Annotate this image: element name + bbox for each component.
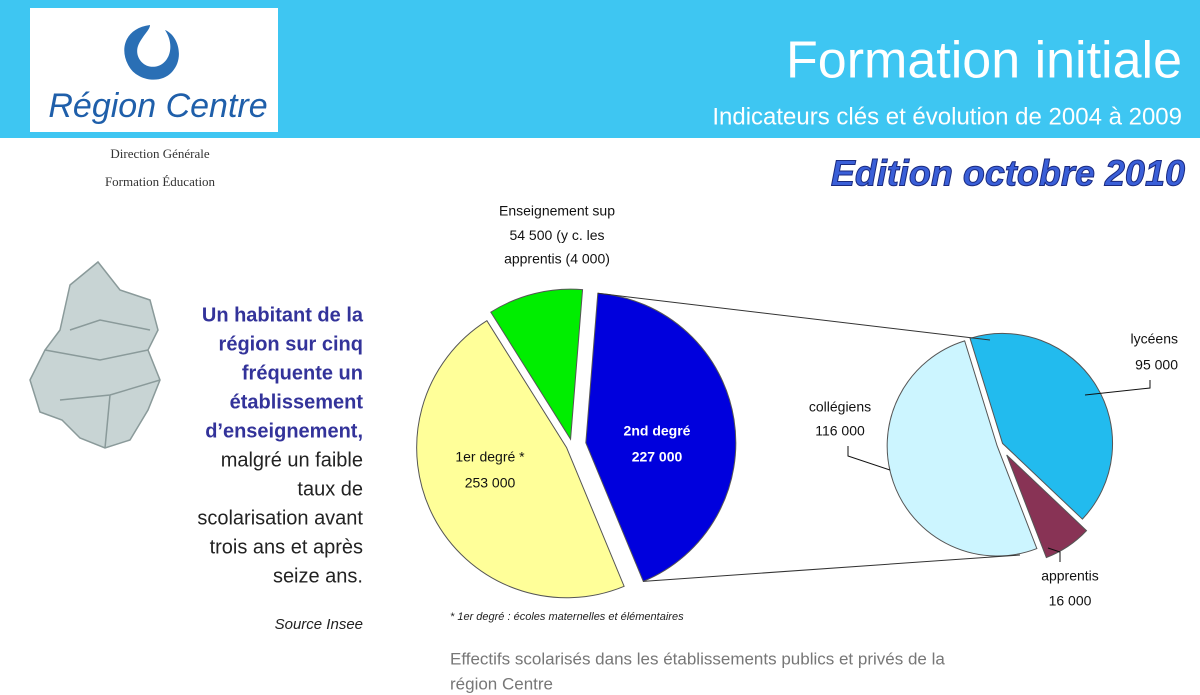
chart: 1er degré * 253 000 2nd degré 227 000 Enseig… (416, 203, 1178, 693)
pie-slice (1006, 454, 1088, 559)
intro-text: Un habitant de la région sur cinq fréquent… (197, 304, 364, 633)
intro-line: fréquente un (242, 362, 363, 384)
data-label: 1er degré * (455, 449, 525, 465)
intro-line: Un habitant de la (202, 304, 364, 326)
pie-slice (969, 332, 1114, 520)
map-borders (44, 319, 161, 449)
data-label: 54 500 (y c. les (509, 227, 604, 243)
data-label: Enseignement sup (499, 203, 615, 219)
intro-line: scolarisation avant (197, 507, 363, 529)
data-label: lycéens (1131, 331, 1178, 347)
data-label: apprentis (1041, 568, 1099, 584)
logo-text: Région Centre (48, 87, 267, 125)
data-label: 116 000 (815, 423, 865, 439)
pie-slice (490, 288, 584, 441)
subtitle: Indicateurs clés et évolution de 2004 à … (712, 103, 1182, 130)
leader (847, 446, 891, 471)
department: Formation Éducation (105, 174, 216, 189)
data-label: 253 000 (465, 475, 516, 491)
department: Direction Générale (110, 146, 209, 161)
value-label: 54 500 (509, 227, 552, 243)
sup-note: (y c. les (556, 227, 604, 243)
leader (1047, 547, 1061, 562)
data-label: apprentis (4 000) (504, 251, 610, 267)
intro-line: trois ans et après (210, 536, 363, 558)
pie-slice (886, 340, 1038, 557)
caption: Effectifs scolarisés dans les établissem… (450, 649, 945, 668)
data-label: 227 000 (632, 449, 683, 465)
data-label: 2nd degré (624, 423, 691, 439)
data-label: 16 000 (1049, 593, 1092, 609)
intro-line: région sur cinq (219, 333, 363, 355)
intro-line: seize ans. (273, 565, 363, 587)
region-map (29, 260, 161, 449)
footnote: * 1er degré : écoles maternelles et élém… (450, 611, 684, 623)
intro-line: d’enseignement, (205, 420, 363, 442)
intro-line: établissement (230, 391, 364, 413)
connector (597, 292, 991, 341)
data-label: 95 000 (1135, 357, 1178, 373)
source: Source Insee (275, 616, 363, 633)
data-label: collégiens (809, 399, 871, 415)
caption: région Centre (450, 674, 553, 693)
pie-slice (585, 292, 737, 583)
connector (643, 554, 1021, 582)
title: Formation initiale (786, 32, 1182, 90)
logo-mark (124, 25, 179, 80)
pie-slice (416, 320, 625, 599)
intro-line: taux de (297, 478, 363, 500)
leader (1084, 380, 1151, 396)
edition: Edition octobre 2010 (831, 153, 1185, 194)
intro-line: malgré un faible (221, 449, 363, 471)
